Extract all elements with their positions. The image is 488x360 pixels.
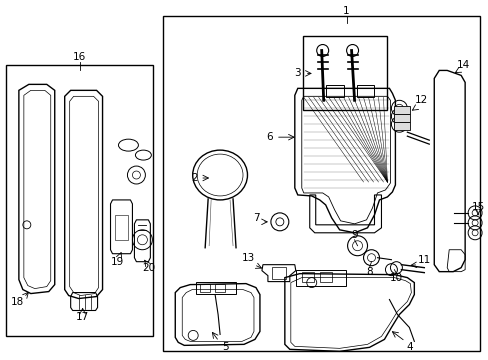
Bar [325,85,343,97]
Bar [271,267,285,279]
Text: 2: 2 [190,173,197,183]
Bar [6,66,153,336]
Text: 3: 3 [294,68,301,78]
Bar [163,15,479,351]
Bar [196,282,236,293]
Text: 9: 9 [350,230,357,240]
Text: 17: 17 [76,312,89,323]
Text: 7: 7 [252,213,259,223]
Text: 8: 8 [366,267,372,276]
Text: 1: 1 [343,6,349,15]
Bar [394,106,409,114]
Bar [114,215,128,240]
Text: 20: 20 [142,263,155,273]
Text: 6: 6 [266,132,273,142]
Text: 15: 15 [470,202,484,212]
Bar [301,272,313,282]
Text: 18: 18 [11,297,24,306]
Text: 5: 5 [222,342,228,352]
Bar [319,272,331,282]
Bar [356,85,374,97]
Bar [302,36,386,110]
Bar [215,284,224,292]
Text: 4: 4 [405,342,412,352]
Text: 19: 19 [111,257,124,267]
Text: 11: 11 [417,255,430,265]
Text: 16: 16 [73,53,86,63]
Bar [200,284,210,292]
Bar [394,122,409,130]
Bar [295,270,345,285]
Text: 12: 12 [414,95,427,105]
Bar [394,114,409,122]
Text: 14: 14 [456,60,469,71]
Text: 13: 13 [241,253,254,263]
Text: 10: 10 [389,273,402,283]
